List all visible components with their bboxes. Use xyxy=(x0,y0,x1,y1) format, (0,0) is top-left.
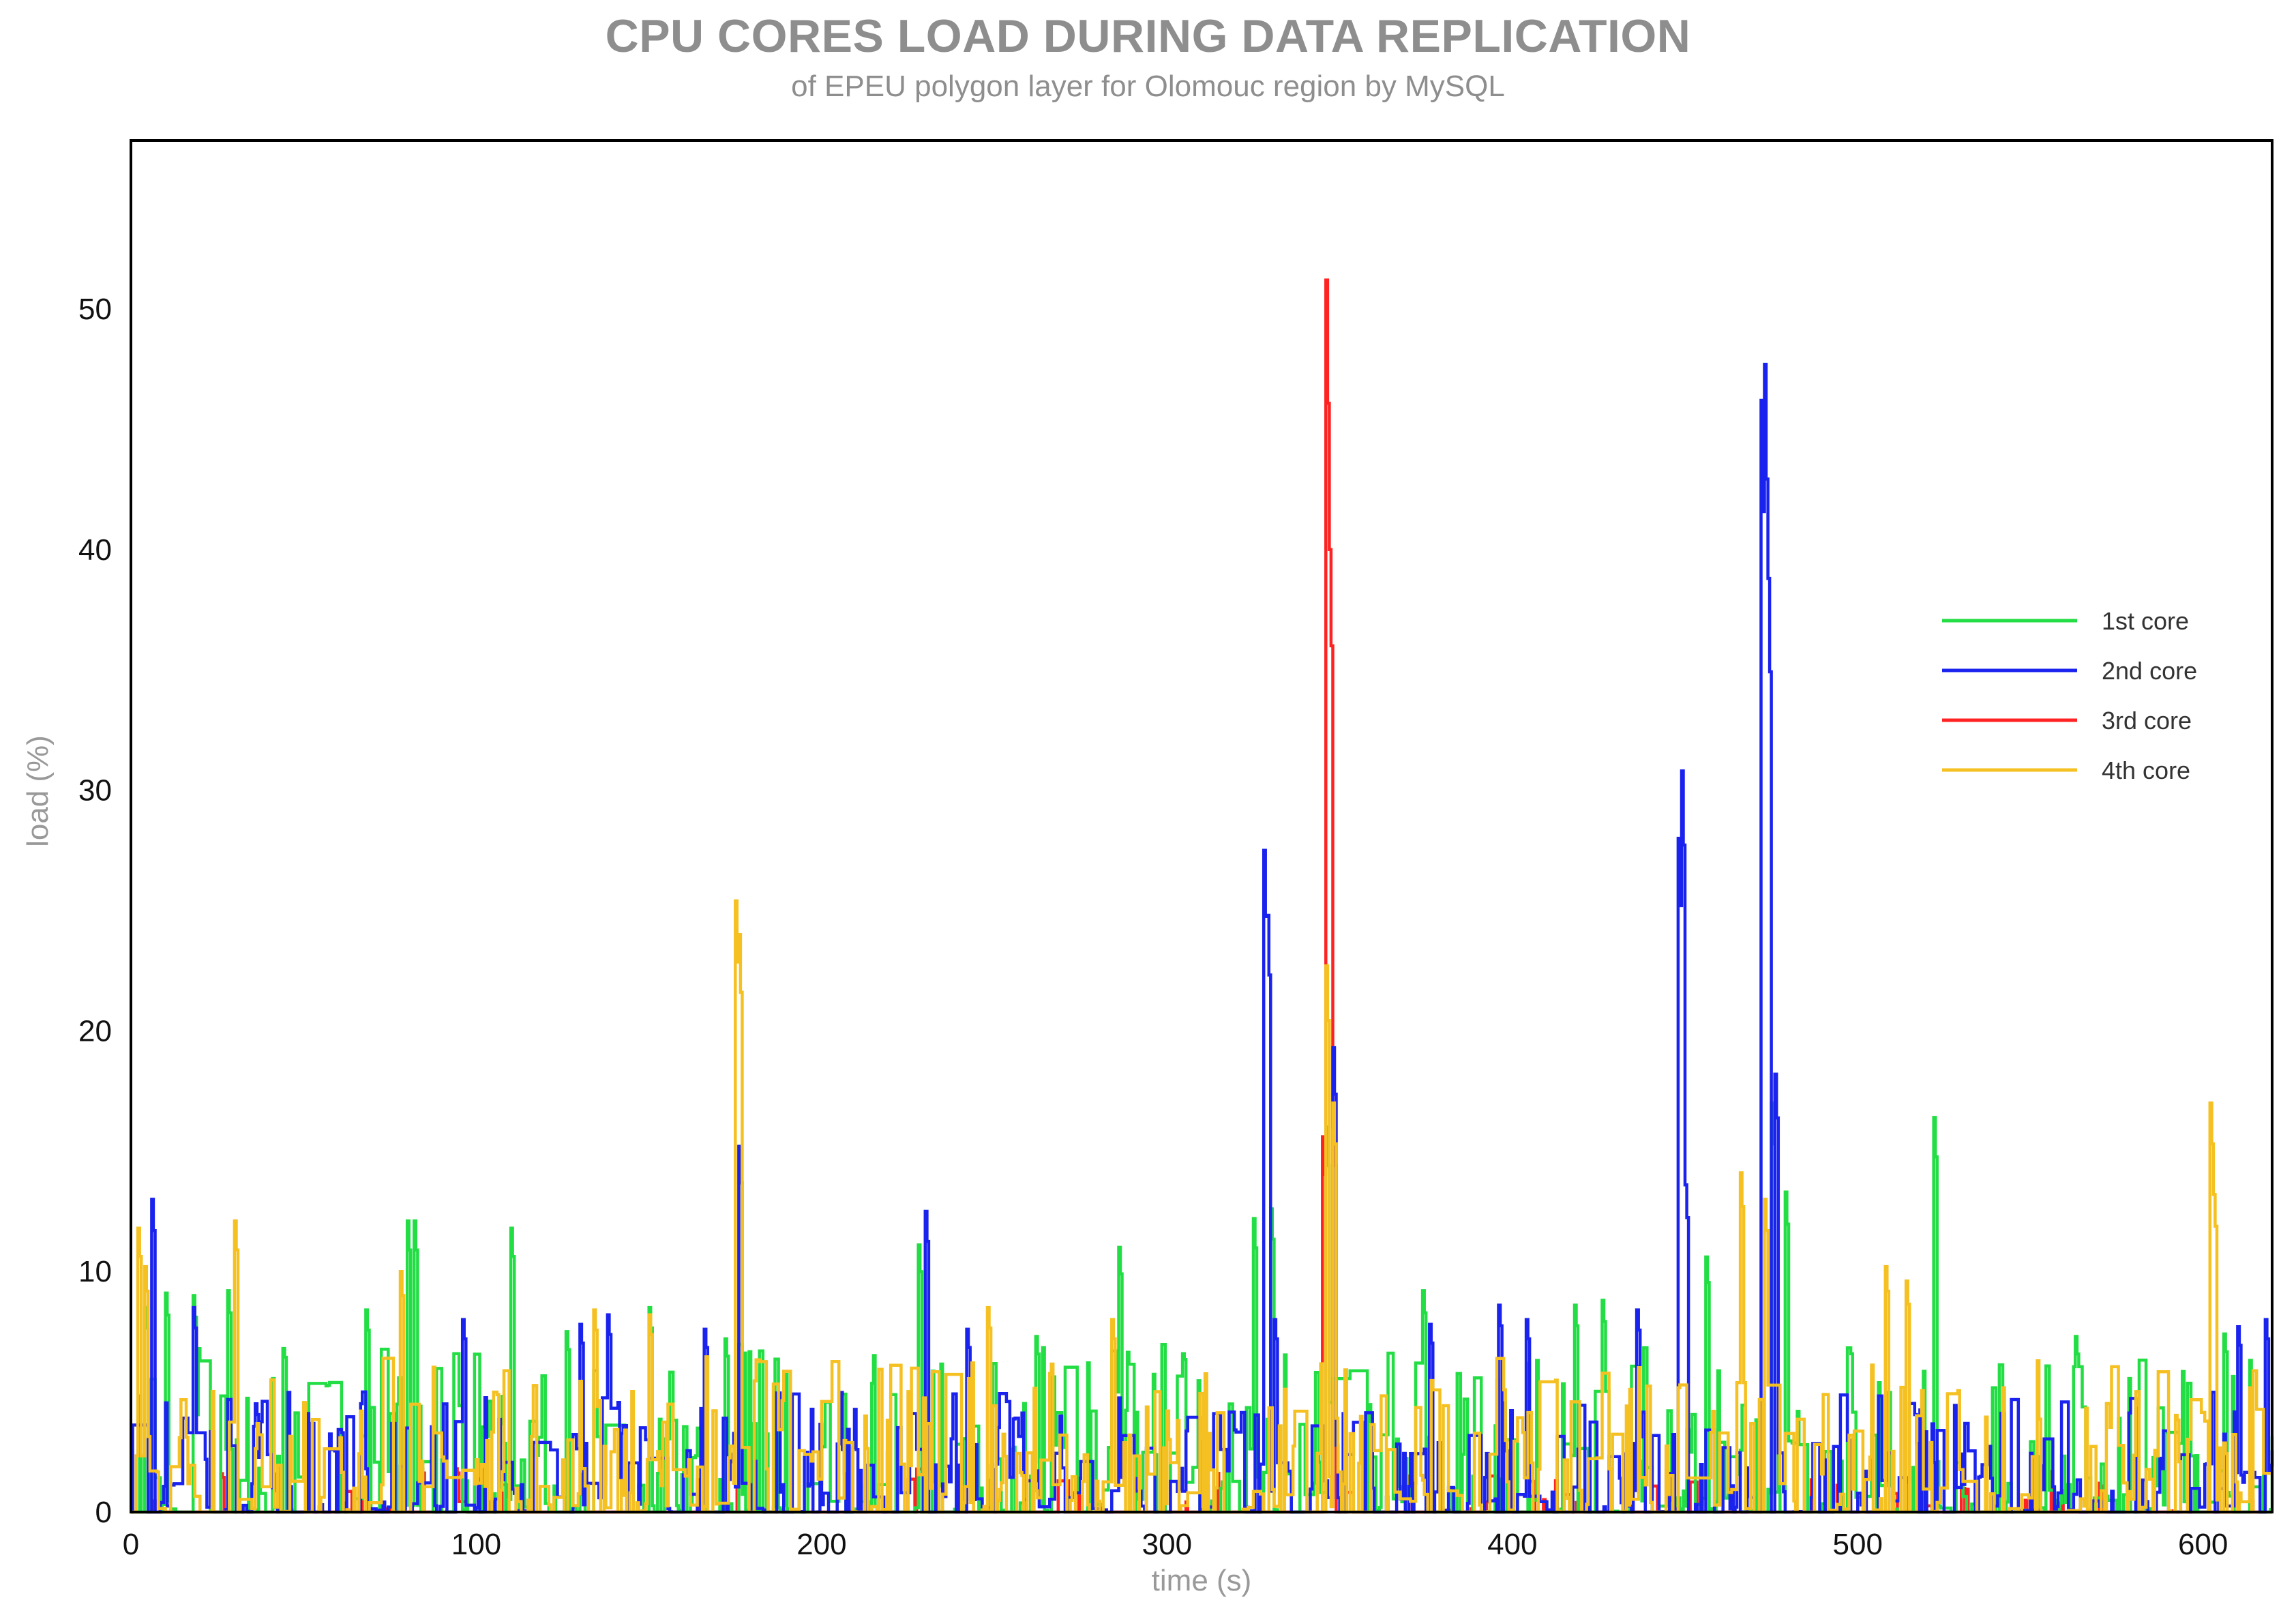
x-tick-label: 500 xyxy=(1833,1528,1883,1561)
legend-label-3: 3rd core xyxy=(2102,707,2192,735)
x-tick-label: 100 xyxy=(451,1528,501,1561)
x-tick-label: 600 xyxy=(2178,1528,2228,1561)
y-axis-label: load (%) xyxy=(21,735,55,847)
x-tick-label: 0 xyxy=(123,1528,139,1561)
x-tick-label: 400 xyxy=(1487,1528,1537,1561)
y-tick-labels: 0 10 20 30 40 50 xyxy=(78,293,112,1529)
y-tick-label: 40 xyxy=(78,533,112,567)
x-axis-label: time (s) xyxy=(1152,1564,1252,1597)
x-tick-labels: 0 100 200 300 400 500 600 xyxy=(123,1528,2228,1561)
legend: 1st core 2nd core 3rd core 4th core xyxy=(1942,607,2197,784)
series-line-3 xyxy=(131,278,2272,1514)
legend-label-2: 2nd core xyxy=(2102,657,2197,685)
y-tick-label: 30 xyxy=(78,774,112,808)
series-line-1 xyxy=(131,1101,2274,1514)
x-tick-label: 300 xyxy=(1142,1528,1192,1561)
series-layer xyxy=(131,278,2274,1514)
x-tick-label: 200 xyxy=(796,1528,846,1561)
legend-label-1: 1st core xyxy=(2102,607,2189,635)
series-line-4 xyxy=(131,899,2272,1514)
plot-frame xyxy=(130,139,2273,1513)
series-line-2 xyxy=(131,362,2274,1514)
y-tick-label: 10 xyxy=(78,1255,112,1288)
y-tick-label: 20 xyxy=(78,1014,112,1048)
y-tick-label: 50 xyxy=(78,293,112,326)
chart-subtitle: of EPEU polygon layer for Olomouc region… xyxy=(791,70,1505,103)
chart-title: CPU CORES LOAD DURING DATA REPLICATION xyxy=(605,10,1691,62)
y-tick-label: 0 xyxy=(95,1496,112,1529)
legend-label-4: 4th core xyxy=(2102,756,2190,784)
